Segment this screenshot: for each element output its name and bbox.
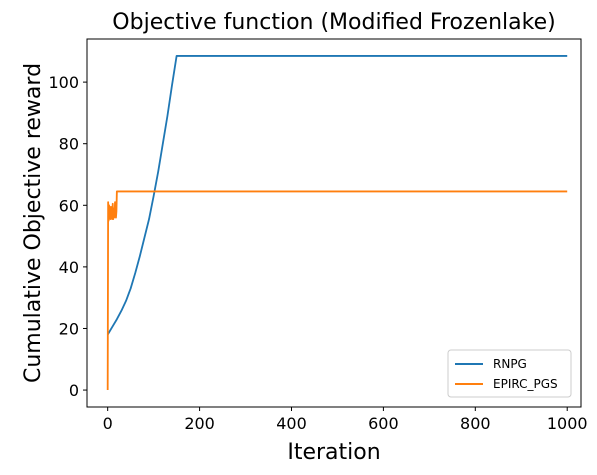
x-tick-label: 200 <box>184 414 215 433</box>
legend-box <box>447 349 572 398</box>
series-line-epirc-pgs <box>106 190 568 391</box>
x-tick-label: 1000 <box>547 414 588 433</box>
x-tick-label: 400 <box>276 414 307 433</box>
plot-area <box>106 55 568 391</box>
series-line-rnpg <box>106 55 568 336</box>
y-axis-title: Cumulative Objective reward <box>21 63 46 383</box>
y-tick-label: 100 <box>48 73 79 92</box>
x-axis: 0 200 400 600 800 1000 <box>103 407 588 433</box>
legend-label-epirc-pgs: EPIRC_PGS <box>493 377 558 391</box>
legend-label-rnpg: RNPG <box>493 357 527 371</box>
plot-frame <box>86 38 582 408</box>
y-tick-label: 60 <box>59 196 79 215</box>
legend: RNPG EPIRC_PGS <box>447 349 572 398</box>
x-tick-label: 800 <box>460 414 491 433</box>
y-tick-label: 20 <box>59 319 79 338</box>
y-tick-label: 0 <box>69 381 79 400</box>
y-axis: 0 20 40 60 80 100 <box>48 73 87 400</box>
y-tick-label: 80 <box>59 135 79 154</box>
y-tick-label: 40 <box>59 258 79 277</box>
x-axis-title: Iteration <box>287 440 380 465</box>
x-tick-label: 0 <box>103 414 113 433</box>
chart-title: Objective function (Modified Frozenlake) <box>112 10 555 35</box>
x-tick-label: 600 <box>368 414 399 433</box>
